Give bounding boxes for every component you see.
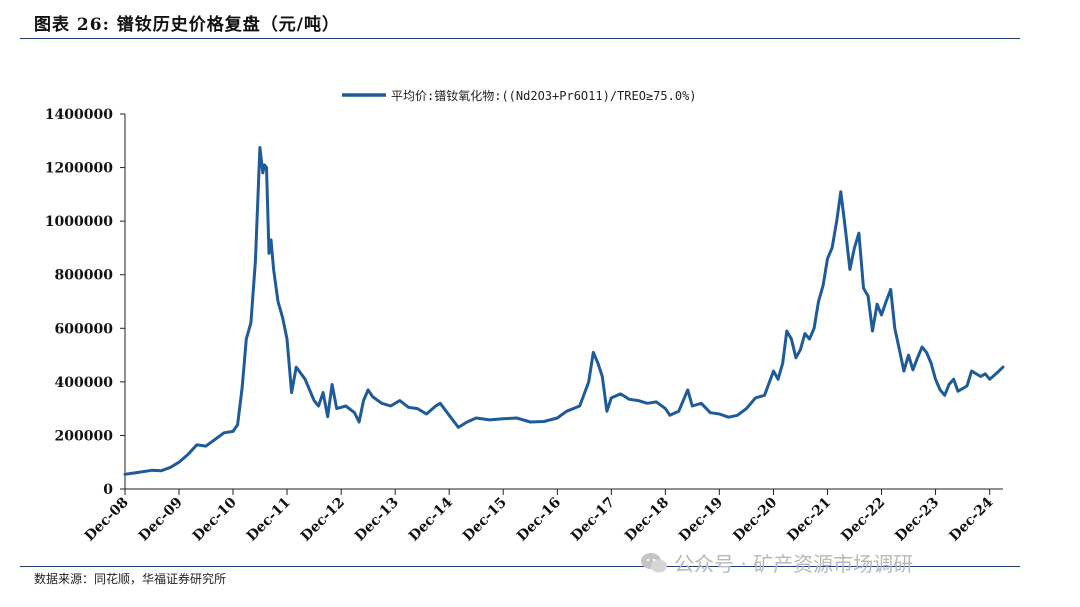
x-tick-label: Dec-12 <box>298 495 348 545</box>
x-tick-label: Dec-23 <box>892 495 942 545</box>
watermark-text: 公众号 · 矿产资源市场调研 <box>674 552 914 576</box>
x-tick-label: Dec-21 <box>784 495 834 545</box>
source-note: 数据来源：同花顺，华福证券研究所 <box>34 572 227 586</box>
legend-label: 平均价:镨钕氧化物:((Nd2O3+Pr6O11)/TREO≥75.0%) <box>391 88 697 103</box>
y-tick-label: 0 <box>103 482 113 498</box>
y-tick-label: 400000 <box>55 375 114 391</box>
x-tick-label: Dec-14 <box>406 494 456 544</box>
y-tick-label: 1200000 <box>45 161 113 177</box>
x-tick-label: Dec-20 <box>730 494 780 544</box>
x-tick-label: Dec-17 <box>568 495 618 545</box>
watermark: 公众号 · 矿产资源市场调研 <box>640 548 913 577</box>
y-tick-label: 800000 <box>55 268 114 284</box>
series-line <box>123 146 1005 476</box>
y-tick-label: 600000 <box>55 321 114 337</box>
y-tick-label: 1400000 <box>45 107 113 123</box>
x-tick-label: Dec-19 <box>676 495 726 545</box>
x-tick-label: Dec-22 <box>838 495 888 545</box>
x-tick-label: Dec-09 <box>136 495 186 545</box>
x-tick-label: Dec-24 <box>946 494 996 544</box>
x-tick-label: Dec-10 <box>190 494 240 544</box>
x-tick-label: Dec-11 <box>244 495 294 545</box>
page-title: 图表 26: 镨钕历史价格复盘（元/吨） <box>34 15 340 35</box>
footer-divider <box>20 566 1020 567</box>
x-tick-label: Dec-13 <box>352 495 402 545</box>
x-tick-label: Dec-08 <box>82 495 132 545</box>
header-divider <box>20 38 1020 39</box>
y-tick-label: 200000 <box>55 428 114 444</box>
wechat-icon <box>641 552 667 572</box>
x-tick-label: Dec-15 <box>460 495 510 545</box>
x-tick-label: Dec-18 <box>622 495 672 545</box>
y-tick-label: 1000000 <box>45 214 113 230</box>
x-tick-label: Dec-16 <box>514 495 564 545</box>
